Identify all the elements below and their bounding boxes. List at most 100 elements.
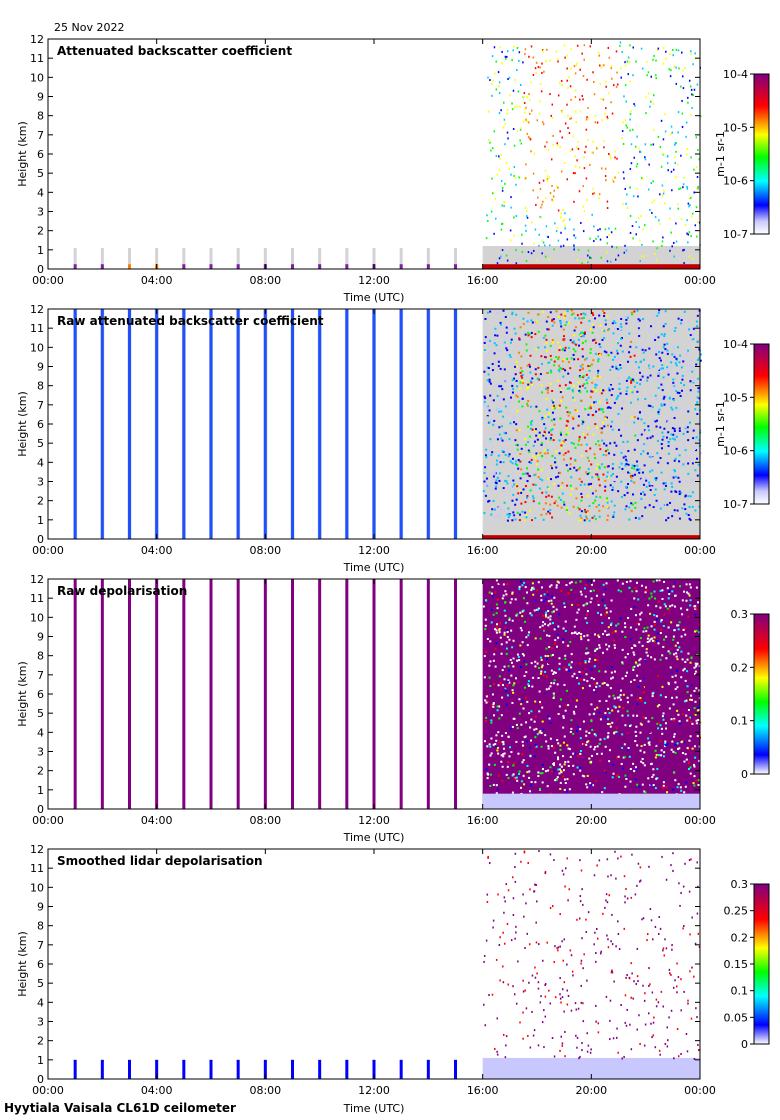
heatmap-pixel	[499, 397, 502, 400]
heatmap-pixel	[670, 748, 673, 751]
heatmap-pixel	[694, 662, 697, 665]
heatmap-pixel	[650, 595, 653, 598]
heatmap-scan-signal	[209, 309, 213, 539]
heatmap-pixel	[616, 352, 619, 355]
heatmap-pixel	[598, 343, 601, 346]
heatmap-pixel	[631, 378, 634, 381]
heatmap-pixel	[598, 685, 601, 688]
heatmap-pixel	[544, 356, 547, 359]
heatmap-pixel	[551, 516, 554, 519]
heatmap-pixel	[659, 589, 662, 592]
heatmap-pixel	[570, 67, 572, 70]
heatmap-pixel	[634, 145, 637, 148]
heatmap-pixel	[616, 774, 619, 777]
heatmap-pixel	[640, 490, 643, 493]
heatmap-pixel	[538, 662, 541, 665]
heatmap-pixel	[527, 449, 530, 452]
heatmap-pixel	[655, 425, 658, 428]
heatmap-pixel	[638, 471, 641, 474]
y-tick-label: 8	[37, 380, 44, 393]
heatmap-pixel	[560, 231, 562, 234]
heatmap-pixel	[651, 435, 654, 438]
heatmap-pixel	[496, 1050, 498, 1053]
heatmap-pixel	[687, 1002, 689, 1005]
heatmap-pixel	[589, 256, 591, 259]
heatmap-pixel	[564, 720, 567, 723]
heatmap-pixel	[564, 324, 567, 327]
heatmap-pixel	[483, 401, 486, 404]
heatmap-pixel	[502, 398, 505, 401]
heatmap-pixel	[566, 714, 569, 717]
heatmap-pixel	[518, 659, 521, 662]
heatmap-pixel	[512, 639, 515, 642]
heatmap-pixel	[504, 900, 506, 903]
colorbar-tick-label: 0.3	[731, 608, 749, 621]
heatmap-pixel	[577, 344, 580, 347]
heatmap-pixel	[607, 735, 610, 738]
heatmap-pixel	[575, 469, 578, 472]
heatmap-pixel	[515, 740, 518, 743]
x-tick-label: 08:00	[249, 1084, 281, 1097]
heatmap-pixel	[677, 748, 680, 751]
heatmap-pixel	[625, 124, 627, 127]
heatmap-pixel	[503, 201, 505, 204]
heatmap-pixel	[503, 942, 506, 945]
heatmap-pixel	[527, 400, 530, 403]
heatmap-pixel	[510, 173, 512, 176]
heatmap-pixel	[501, 684, 504, 687]
heatmap-pixel	[623, 875, 626, 878]
x-axis: 00:00 04:00 08:00 12:00 16:00 20:00 00:00	[32, 39, 716, 287]
heatmap-pixel	[577, 338, 580, 341]
colorbar-tick-label: 0.2	[731, 661, 749, 674]
heatmap-pixel	[630, 509, 633, 512]
heatmap-pixel	[604, 415, 607, 418]
heatmap-pixel	[526, 402, 529, 405]
heatmap-pixel	[557, 581, 560, 584]
heatmap-pixel	[559, 130, 561, 133]
heatmap-pixel	[559, 997, 562, 1000]
heatmap-pixel	[692, 429, 695, 432]
heatmap-pixel	[581, 888, 583, 891]
heatmap-pixel	[536, 313, 539, 316]
heatmap-pixel	[646, 60, 648, 63]
heatmap-pixel	[647, 720, 650, 723]
heatmap-pixel	[615, 444, 618, 447]
heatmap-pixel	[679, 323, 682, 326]
heatmap-pixel	[685, 135, 687, 138]
heatmap-pixel	[658, 357, 661, 360]
heatmap-pixel	[549, 685, 552, 688]
heatmap-pixel	[613, 453, 616, 456]
heatmap-pixel	[564, 630, 567, 633]
heatmap-pixel	[497, 454, 500, 457]
heatmap-pixel	[659, 724, 662, 727]
heatmap-pixel	[672, 635, 675, 638]
heatmap-pixel	[593, 733, 596, 736]
heatmap-pixel	[534, 428, 537, 431]
heatmap-pixel	[598, 314, 601, 317]
heatmap-pixel	[660, 119, 663, 122]
heatmap-pixel	[600, 950, 602, 953]
heatmap-pixel	[610, 231, 613, 234]
heatmap-pixel	[575, 705, 578, 708]
heatmap-pixel	[498, 326, 501, 329]
heatmap-pixel	[667, 444, 670, 447]
heatmap-pixel	[499, 46, 502, 49]
heatmap-pixel	[677, 203, 679, 206]
heatmap-pixel	[641, 177, 644, 180]
heatmap-pixel	[667, 681, 670, 684]
heatmap-pixel	[513, 762, 516, 765]
heatmap-pixel	[652, 938, 654, 941]
colorbar-tick-label: 0.2	[731, 931, 749, 944]
heatmap-pixel	[648, 967, 650, 970]
heatmap-pixel	[490, 719, 493, 722]
heatmap-pixel	[639, 1042, 641, 1045]
heatmap-pixel	[697, 932, 700, 935]
heatmap-pixel	[609, 154, 611, 157]
heatmap-pixel	[572, 442, 575, 445]
heatmap-scan	[209, 1059, 213, 1079]
heatmap-pixel	[575, 343, 578, 346]
heatmap-pixel	[624, 774, 627, 777]
heatmap-pixel	[618, 705, 621, 708]
heatmap-pixel	[541, 772, 544, 775]
heatmap-pixel	[693, 441, 696, 444]
